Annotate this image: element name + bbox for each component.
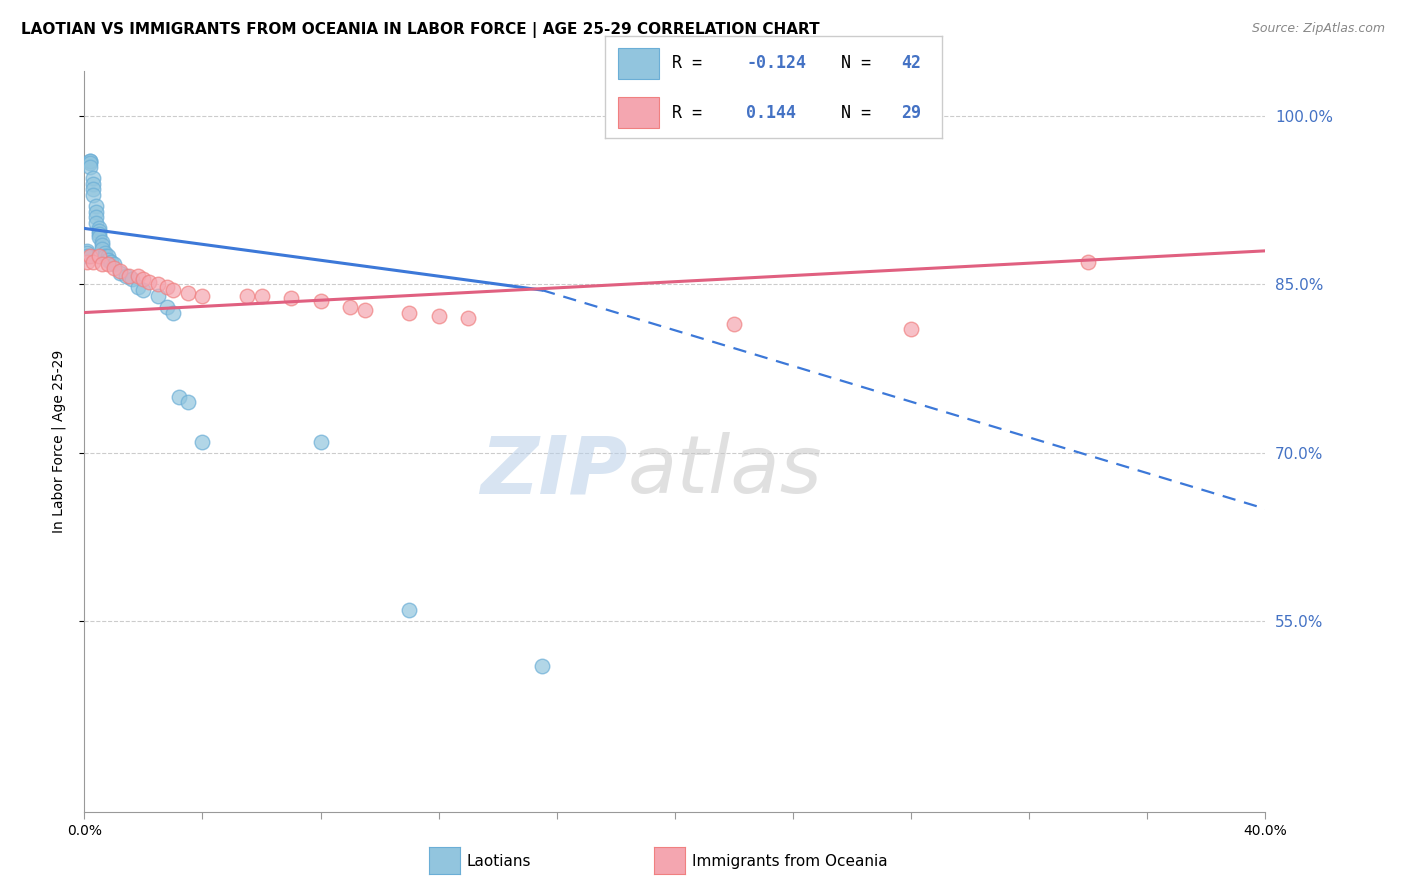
Point: [156, 279, 179, 293]
Point: [177, 286, 200, 301]
Point: [339, 300, 361, 314]
Point: [84, 204, 107, 219]
Point: [236, 289, 259, 303]
Y-axis label: In Labor Force | Age 25-29: In Labor Force | Age 25-29: [52, 350, 66, 533]
Point: [82, 182, 104, 196]
Point: [191, 434, 214, 449]
Point: [138, 275, 160, 289]
Point: [82, 255, 104, 269]
Point: [309, 294, 332, 309]
Text: R =: R =: [672, 103, 723, 121]
Point: [191, 289, 214, 303]
Point: [132, 283, 155, 297]
Point: [457, 311, 479, 326]
Point: [79, 154, 101, 169]
Point: [76, 255, 98, 269]
Text: LAOTIAN VS IMMIGRANTS FROM OCEANIA IN LABOR FORCE | AGE 25-29 CORRELATION CHART: LAOTIAN VS IMMIGRANTS FROM OCEANIA IN LA…: [21, 22, 820, 38]
Point: [398, 305, 420, 319]
Text: 29: 29: [901, 103, 921, 121]
Point: [900, 322, 922, 336]
Point: [82, 170, 104, 185]
Text: ZIP: ZIP: [481, 432, 627, 510]
Point: [89, 250, 111, 264]
Text: N =: N =: [841, 103, 880, 121]
Point: [156, 300, 179, 314]
Point: [162, 283, 184, 297]
Point: [91, 257, 114, 271]
Point: [76, 244, 98, 258]
Point: [89, 227, 111, 241]
Point: [148, 289, 170, 303]
Point: [103, 260, 125, 275]
Point: [250, 289, 273, 303]
FancyBboxPatch shape: [619, 97, 658, 128]
Point: [91, 242, 114, 256]
Point: [530, 659, 553, 673]
Text: N =: N =: [841, 54, 880, 72]
Point: [97, 252, 120, 267]
Point: [79, 160, 101, 174]
Text: Immigrants from Oceania: Immigrants from Oceania: [692, 855, 887, 869]
Point: [723, 317, 745, 331]
Point: [79, 154, 101, 169]
Point: [127, 279, 149, 293]
Point: [309, 434, 332, 449]
Point: [167, 390, 190, 404]
Point: [91, 235, 114, 249]
Point: [177, 395, 200, 409]
Point: [84, 199, 107, 213]
Text: R =: R =: [672, 54, 711, 72]
Point: [148, 277, 170, 292]
Point: [84, 210, 107, 224]
Point: [89, 221, 111, 235]
Point: [427, 309, 450, 323]
Point: [82, 187, 104, 202]
Point: [162, 305, 184, 319]
Point: [118, 268, 141, 283]
Point: [94, 250, 117, 264]
Point: [76, 246, 98, 260]
Point: [103, 257, 125, 271]
Point: [398, 603, 420, 617]
Text: atlas: atlas: [627, 432, 823, 510]
Point: [89, 224, 111, 238]
Point: [108, 264, 131, 278]
Point: [354, 303, 377, 318]
Point: [94, 246, 117, 260]
Point: [108, 266, 131, 280]
Text: Source: ZipAtlas.com: Source: ZipAtlas.com: [1251, 22, 1385, 36]
Point: [82, 177, 104, 191]
Point: [127, 268, 149, 283]
Point: [84, 216, 107, 230]
Point: [100, 255, 122, 269]
Point: [76, 250, 98, 264]
FancyBboxPatch shape: [619, 48, 658, 78]
Point: [79, 156, 101, 170]
Point: [79, 250, 101, 264]
Point: [280, 291, 302, 305]
Text: -0.124: -0.124: [747, 54, 806, 72]
Point: [97, 250, 120, 264]
Point: [114, 268, 136, 283]
Point: [91, 238, 114, 252]
Text: 0.144: 0.144: [747, 103, 796, 121]
Point: [132, 272, 155, 286]
Point: [97, 257, 120, 271]
Text: 42: 42: [901, 54, 921, 72]
Point: [121, 272, 143, 286]
Text: Laotians: Laotians: [467, 855, 531, 869]
Point: [1077, 255, 1099, 269]
Point: [89, 230, 111, 244]
